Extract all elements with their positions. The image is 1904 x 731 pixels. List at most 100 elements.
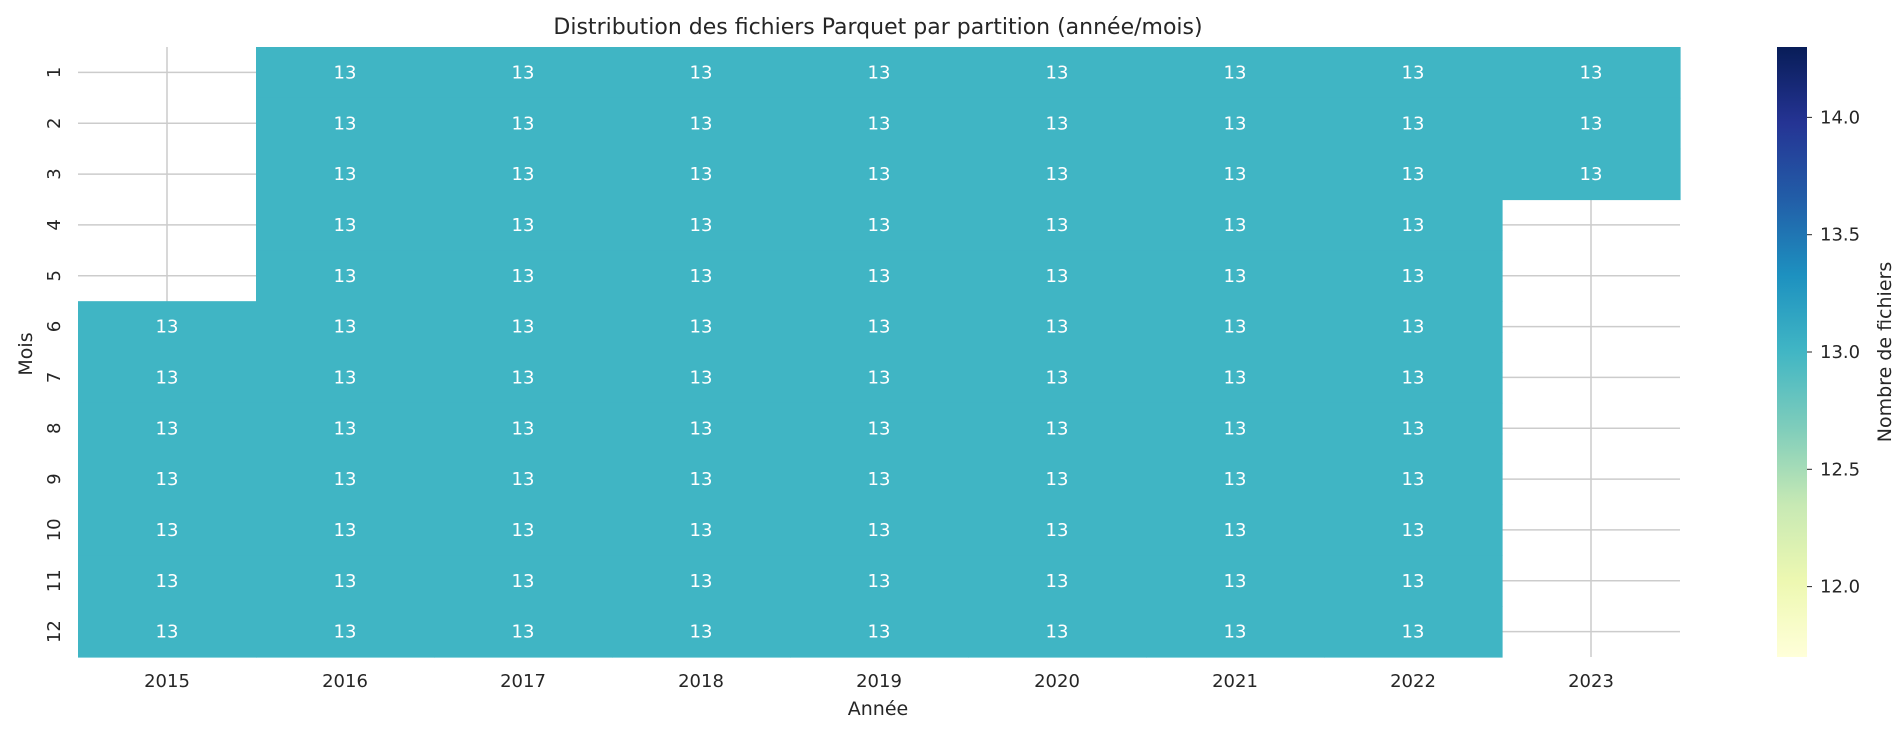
cell-annotation: 13 xyxy=(1046,215,1069,236)
cell-annotation: 13 xyxy=(690,113,713,134)
x-tick-label: 2017 xyxy=(500,671,546,692)
cell-annotation: 13 xyxy=(334,164,357,185)
heatmap-cell xyxy=(1146,148,1325,201)
heatmap-cell xyxy=(256,555,435,607)
heatmap-cell xyxy=(256,606,435,658)
x-axis-label: Année xyxy=(848,698,908,720)
heatmap-cell xyxy=(790,47,969,99)
cell-annotation: 13 xyxy=(868,469,891,490)
heatmap-cell xyxy=(1502,148,1681,201)
heatmap-cell xyxy=(256,301,435,353)
heatmap-cell xyxy=(612,250,791,302)
heatmap-cell xyxy=(434,199,613,251)
heatmap-cell xyxy=(256,504,435,556)
cell-annotation: 13 xyxy=(512,215,535,236)
cell-annotation: 13 xyxy=(1046,367,1069,388)
heatmap-cell xyxy=(1324,250,1503,302)
cell-annotation: 13 xyxy=(1224,520,1247,541)
heatmap-cell xyxy=(1146,402,1325,455)
heatmap-cell xyxy=(790,250,969,302)
heatmap-cell xyxy=(434,504,613,556)
y-axis-label: Mois xyxy=(15,332,37,375)
x-tick-label: 2016 xyxy=(322,671,368,692)
cell-annotation: 13 xyxy=(1046,266,1069,287)
heatmap-cell xyxy=(612,47,791,99)
colorbar: 12.0 12.5 13.0 13.5 14.0 Nombre de fichiers xyxy=(1777,47,1896,657)
heatmap-cell xyxy=(968,301,1147,353)
heatmap-cell xyxy=(612,453,791,506)
cell-annotation: 13 xyxy=(1224,571,1247,592)
cell-annotation: 13 xyxy=(868,418,891,439)
heatmap-cell xyxy=(1324,47,1503,99)
heatmap-cell xyxy=(968,250,1147,302)
heatmap-cell xyxy=(1324,402,1503,455)
cell-annotation: 13 xyxy=(334,215,357,236)
heatmap-cell xyxy=(790,504,969,556)
cell-annotation: 13 xyxy=(1402,164,1425,185)
heatmap-cell xyxy=(1146,47,1325,99)
cell-annotation: 13 xyxy=(1224,266,1247,287)
colorbar-ticks: 12.0 12.5 13.0 13.5 14.0 xyxy=(1807,107,1860,598)
heatmap-cell xyxy=(434,47,613,99)
y-tick-label: 7 xyxy=(44,372,65,383)
chart-title: Distribution des fichiers Parquet par pa… xyxy=(553,15,1202,40)
heatmap-cell xyxy=(1146,352,1325,404)
cell-annotation: 13 xyxy=(690,62,713,83)
y-tick-label: 2 xyxy=(44,118,65,129)
cell-annotation: 13 xyxy=(1046,469,1069,490)
cell-annotation: 13 xyxy=(690,317,713,338)
cell-annotation: 13 xyxy=(1224,164,1247,185)
cell-annotation: 13 xyxy=(868,62,891,83)
y-tick-label: 11 xyxy=(44,569,65,592)
cell-annotation: 13 xyxy=(512,62,535,83)
cell-annotation: 13 xyxy=(156,622,179,643)
heatmap-cell xyxy=(612,555,791,607)
heatmap-cell xyxy=(434,148,613,201)
cells-layer xyxy=(78,47,1681,658)
cell-annotation: 13 xyxy=(1402,418,1425,439)
cell-annotation: 13 xyxy=(334,317,357,338)
heatmap-cell xyxy=(612,148,791,201)
colorbar-tick-label: 12.5 xyxy=(1820,459,1860,480)
heatmap-cell xyxy=(968,352,1147,404)
heatmap-cell xyxy=(612,199,791,251)
cell-annotation: 13 xyxy=(512,571,535,592)
heatmap-cell xyxy=(1146,504,1325,556)
heatmap-cell xyxy=(256,402,435,455)
cell-annotation: 13 xyxy=(512,367,535,388)
heatmap-cell xyxy=(1324,352,1503,404)
heatmap-cell xyxy=(434,453,613,506)
x-tick-label: 2015 xyxy=(144,671,190,692)
y-tick-label: 9 xyxy=(44,473,65,484)
cell-annotation: 13 xyxy=(868,367,891,388)
heatmap-cell xyxy=(790,97,969,150)
cell-annotation: 13 xyxy=(512,418,535,439)
cell-annotation: 13 xyxy=(334,62,357,83)
colorbar-tick-label: 14.0 xyxy=(1820,107,1860,128)
cell-annotation: 13 xyxy=(1402,571,1425,592)
heatmap-cell xyxy=(790,301,969,353)
heatmap-cell xyxy=(434,402,613,455)
cell-annotation: 13 xyxy=(868,113,891,134)
heatmap-cell xyxy=(1146,555,1325,607)
cell-annotation: 13 xyxy=(1402,469,1425,490)
cell-annotation: 13 xyxy=(1580,62,1603,83)
heatmap-cell xyxy=(612,504,791,556)
y-tick-label: 3 xyxy=(44,168,65,179)
x-tick-label: 2020 xyxy=(1034,671,1080,692)
cell-annotation: 13 xyxy=(334,113,357,134)
cell-annotation: 13 xyxy=(690,215,713,236)
heatmap-cell xyxy=(1324,301,1503,353)
heatmap-cell xyxy=(1146,606,1325,658)
cell-annotation: 13 xyxy=(1046,418,1069,439)
y-tick-label: 5 xyxy=(44,270,65,281)
cell-annotation: 13 xyxy=(334,469,357,490)
heatmap-cell xyxy=(256,199,435,251)
cell-annotation: 13 xyxy=(334,520,357,541)
colorbar-tick-label: 13.5 xyxy=(1820,225,1860,246)
cell-annotation: 13 xyxy=(690,520,713,541)
cell-annotation: 13 xyxy=(1224,317,1247,338)
cell-annotation: 13 xyxy=(868,317,891,338)
